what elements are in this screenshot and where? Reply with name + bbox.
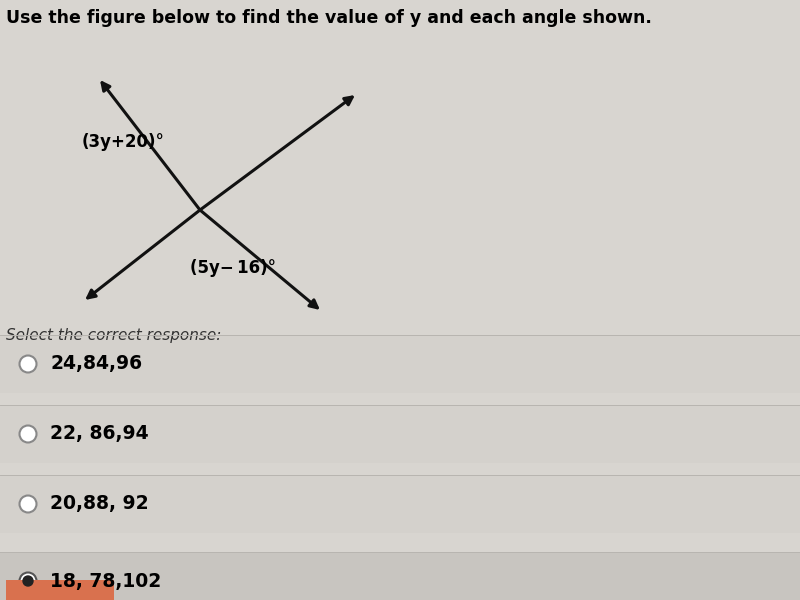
Circle shape <box>19 355 37 373</box>
Bar <box>0 475 800 533</box>
Circle shape <box>23 576 33 586</box>
Circle shape <box>19 425 37 443</box>
Text: Select the correct response:: Select the correct response: <box>6 328 222 343</box>
Circle shape <box>19 496 37 512</box>
Text: (5y− 16)°: (5y− 16)° <box>190 259 276 277</box>
Bar <box>0 335 800 393</box>
Text: 20,88, 92: 20,88, 92 <box>50 494 149 514</box>
Text: Use the figure below to find the value of y and each angle shown.: Use the figure below to find the value o… <box>6 9 652 27</box>
Text: (3y+20)°: (3y+20)° <box>82 133 165 151</box>
Text: 24,84,96: 24,84,96 <box>50 355 142 373</box>
Circle shape <box>19 572 37 589</box>
Bar <box>6 580 114 600</box>
Text: 18, 78,102: 18, 78,102 <box>50 571 162 590</box>
Bar <box>0 405 800 463</box>
Text: 22, 86,94: 22, 86,94 <box>50 425 149 443</box>
Bar <box>0 552 800 600</box>
